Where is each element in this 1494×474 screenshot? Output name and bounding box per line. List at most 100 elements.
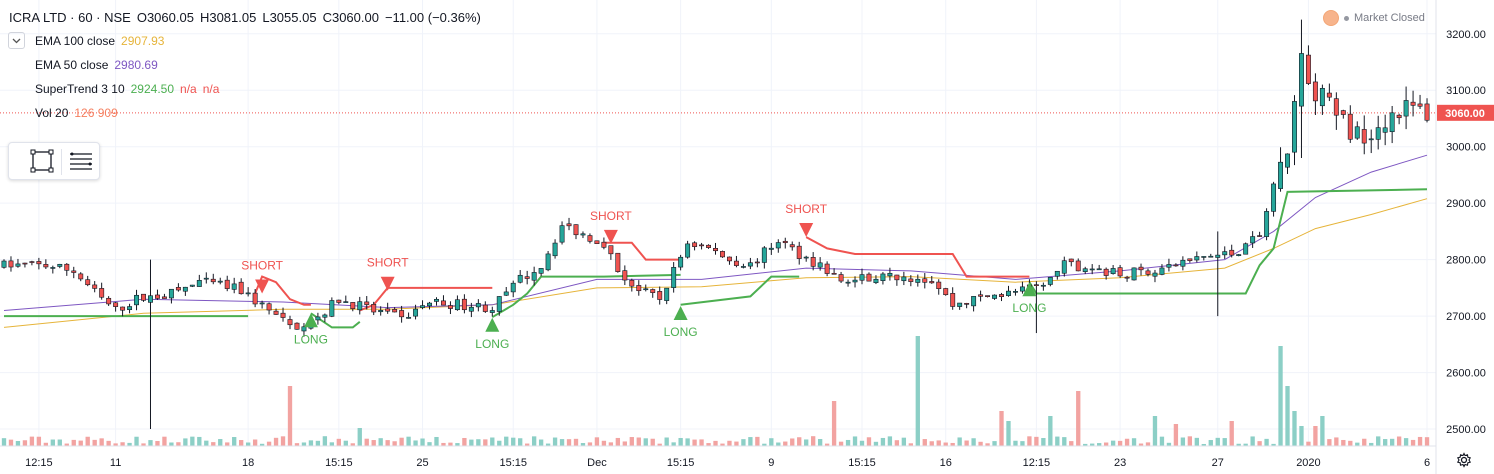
- candle: [1013, 288, 1018, 296]
- candle: [329, 297, 335, 318]
- candle-body: [1013, 291, 1018, 293]
- volume-bar: [790, 438, 795, 446]
- volume-bar: [1348, 440, 1353, 446]
- candle-body: [489, 310, 495, 313]
- supertrend-segment: [254, 275, 311, 306]
- menu-tool-button[interactable]: [68, 149, 94, 173]
- short-label: SHORT: [367, 256, 409, 270]
- candle-body: [950, 293, 956, 307]
- candle: [754, 258, 760, 268]
- volume-bar: [1355, 442, 1360, 446]
- supertrend-na-1: n/a: [180, 82, 197, 96]
- rectangle-tool-button[interactable]: [29, 149, 55, 173]
- candle-body: [615, 252, 621, 272]
- candle-body: [733, 260, 739, 266]
- symbol-title: ICRA LTD · 60 · NSE: [9, 10, 131, 25]
- volume-bar: [141, 443, 146, 446]
- candle-body: [155, 294, 160, 299]
- volume-bar: [1327, 439, 1332, 446]
- supertrend-segment: [603, 241, 681, 261]
- supertrend-legend[interactable]: SuperTrend 3 10 2924.50 n/a n/a: [35, 82, 219, 96]
- candle: [594, 240, 600, 244]
- candle: [559, 221, 565, 245]
- candle: [1061, 256, 1067, 277]
- short-arrow: [603, 229, 618, 244]
- candle: [343, 295, 349, 303]
- candle: [175, 283, 181, 292]
- candle-body: [496, 296, 502, 312]
- volume-bar: [1376, 436, 1381, 446]
- volume-bar: [1, 438, 7, 446]
- volume-bar: [608, 442, 614, 446]
- ema100-legend[interactable]: EMA 100 close 2907.93: [35, 34, 164, 48]
- settings-button[interactable]: [1456, 452, 1472, 468]
- candle-body: [852, 279, 858, 283]
- candle: [1173, 263, 1179, 267]
- volume-legend[interactable]: Vol 20 126 909: [35, 106, 118, 120]
- candle: [78, 272, 84, 282]
- volume-bar: [29, 436, 35, 446]
- ema50-legend[interactable]: EMA 50 close 2980.69: [35, 58, 158, 72]
- candle: [280, 307, 286, 322]
- candle-body: [1068, 258, 1074, 263]
- volume-bar: [1173, 424, 1179, 446]
- volume-bar: [420, 438, 425, 446]
- candle-body: [817, 262, 823, 268]
- volume-bar: [1062, 437, 1067, 446]
- volume-bar: [1229, 421, 1234, 446]
- candle: [1187, 258, 1193, 263]
- candle-body: [671, 267, 677, 288]
- volume-bar: [427, 442, 432, 446]
- candle-body: [1347, 113, 1353, 140]
- candle-body: [1410, 101, 1416, 106]
- time-tick-label: 15:15: [499, 457, 527, 469]
- candle: [1159, 264, 1165, 276]
- candle: [1250, 231, 1256, 248]
- candle-body: [1285, 153, 1290, 168]
- candle-body: [727, 256, 732, 262]
- volume-bar: [1201, 443, 1206, 446]
- candle: [454, 295, 460, 311]
- candle: [727, 256, 732, 265]
- volume-bar: [894, 440, 900, 446]
- market-status-dot: [1344, 15, 1349, 21]
- candle: [475, 299, 481, 312]
- volume-bar: [1138, 443, 1144, 446]
- volume-bar: [678, 437, 683, 446]
- supertrend-segment: [805, 236, 1030, 278]
- legend-toggle-button[interactable]: [8, 32, 25, 49]
- volume-bar: [992, 441, 997, 446]
- candle: [601, 237, 607, 250]
- candle-body: [224, 279, 230, 289]
- volume-bar: [859, 440, 865, 446]
- time-axis: 12:15 11 18 15:15 25 15:15 Dec 15:15 9 15:15 16 12:…: [25, 457, 1430, 469]
- volume-bars: [1, 336, 1430, 446]
- volume-bar: [922, 439, 927, 446]
- candle: [1236, 254, 1242, 257]
- candle: [287, 315, 293, 330]
- market-status[interactable]: Market Closed: [1323, 10, 1425, 26]
- candle-body: [350, 302, 356, 310]
- volume-bar: [783, 441, 788, 446]
- candle-body: [1264, 211, 1270, 237]
- candle-body: [1340, 110, 1346, 115]
- candle: [1264, 208, 1270, 241]
- price-label: 3060.00: [1445, 108, 1485, 120]
- candle-body: [692, 242, 698, 247]
- candle-body: [1082, 268, 1088, 272]
- candle: [901, 271, 907, 286]
- candle: [1166, 258, 1172, 272]
- candle-body: [713, 248, 718, 252]
- candle: [1382, 114, 1388, 146]
- volume-bar: [1236, 443, 1241, 446]
- volume-bar: [8, 439, 14, 446]
- candle: [1305, 45, 1311, 85]
- volume-bar: [1034, 436, 1039, 446]
- candle-body: [392, 309, 398, 313]
- volume-bar: [1180, 437, 1186, 446]
- candle: [50, 265, 56, 274]
- candle-body: [580, 233, 586, 236]
- candle: [978, 290, 984, 302]
- candle-body: [510, 282, 516, 293]
